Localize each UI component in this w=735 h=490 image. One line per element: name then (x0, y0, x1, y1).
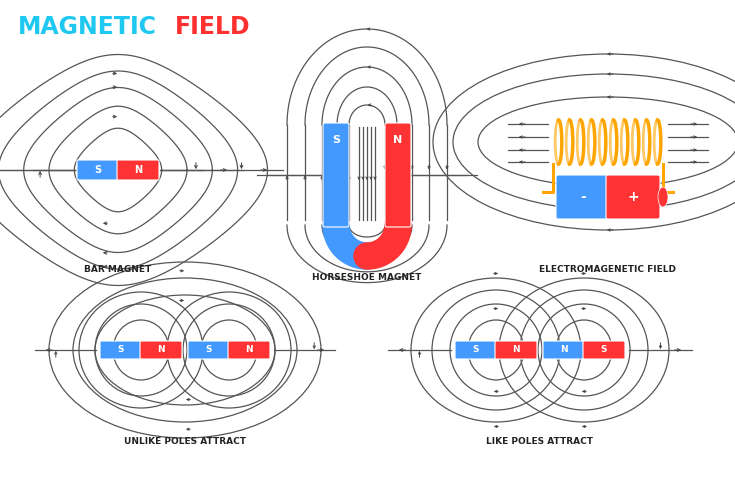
Text: N: N (512, 345, 520, 354)
FancyBboxPatch shape (77, 160, 119, 180)
FancyBboxPatch shape (385, 123, 411, 227)
FancyBboxPatch shape (323, 123, 349, 227)
FancyBboxPatch shape (188, 341, 230, 359)
FancyBboxPatch shape (556, 175, 610, 219)
Text: S: S (206, 345, 212, 354)
Text: ELECTROMAGENETIC FIELD: ELECTROMAGENETIC FIELD (539, 266, 676, 274)
FancyBboxPatch shape (140, 341, 182, 359)
FancyBboxPatch shape (117, 160, 159, 180)
FancyBboxPatch shape (228, 341, 270, 359)
Text: S: S (118, 345, 124, 354)
Text: -: - (580, 190, 586, 204)
Text: N: N (560, 345, 568, 354)
Text: N: N (157, 345, 165, 354)
Text: FIELD: FIELD (175, 15, 251, 39)
Text: S: S (94, 165, 101, 175)
Text: S: S (473, 345, 479, 354)
FancyBboxPatch shape (606, 175, 660, 219)
FancyBboxPatch shape (495, 341, 537, 359)
Text: N: N (245, 345, 253, 354)
Text: LIKE POLES ATTRACT: LIKE POLES ATTRACT (487, 438, 593, 446)
Text: S: S (332, 135, 340, 145)
FancyBboxPatch shape (543, 341, 585, 359)
FancyBboxPatch shape (583, 341, 625, 359)
Text: UNLIKE POLES ATTRACT: UNLIKE POLES ATTRACT (124, 438, 246, 446)
Text: +: + (627, 190, 639, 204)
Text: S: S (600, 345, 607, 354)
FancyBboxPatch shape (100, 341, 142, 359)
Text: N: N (393, 135, 403, 145)
Text: HORSESHOE MAGNET: HORSESHOE MAGNET (312, 272, 422, 281)
Text: N: N (134, 165, 142, 175)
Ellipse shape (658, 187, 668, 207)
Text: MAGNETIC: MAGNETIC (18, 15, 157, 39)
FancyBboxPatch shape (455, 341, 497, 359)
Text: BAR MAGNET: BAR MAGNET (85, 266, 151, 274)
